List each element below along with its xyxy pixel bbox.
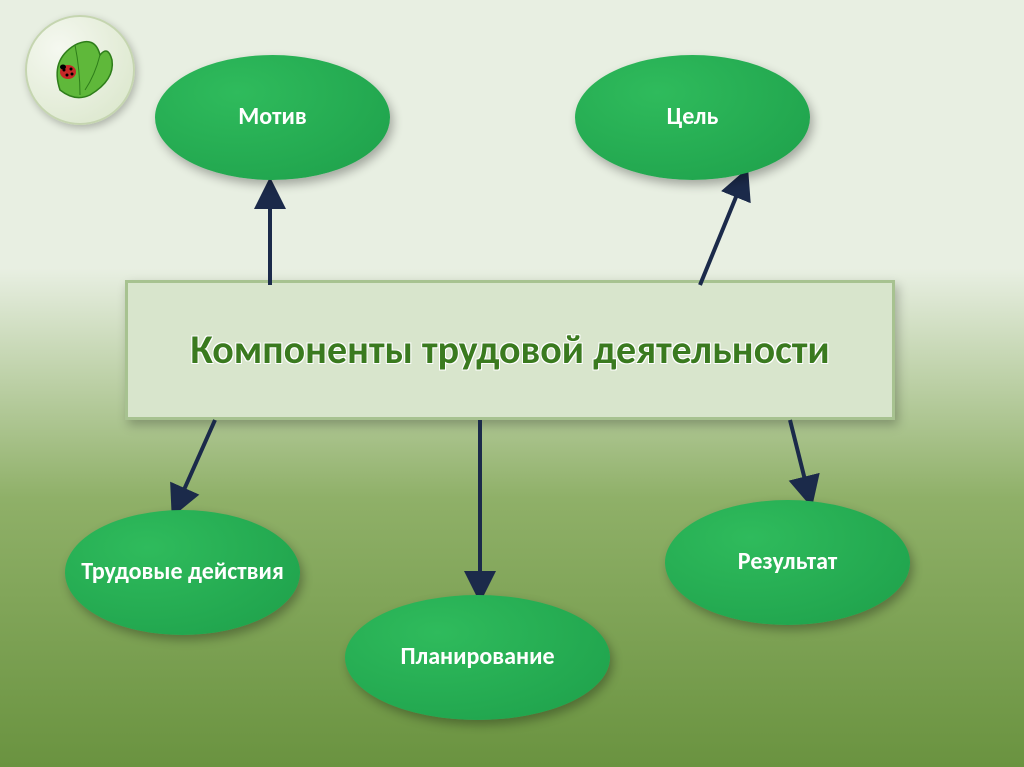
leaf-svg bbox=[40, 30, 120, 110]
node-motive: Мотив bbox=[155, 55, 390, 180]
center-title-box: Компоненты трудовой деятельности bbox=[125, 280, 895, 420]
node-result: Результат bbox=[665, 500, 910, 625]
node-goal: Цель bbox=[575, 55, 810, 180]
node-label: Планирование bbox=[400, 643, 554, 672]
node-label: Результат bbox=[738, 548, 837, 577]
arrow bbox=[175, 420, 215, 510]
arrow bbox=[790, 420, 810, 500]
center-title-text: Компоненты трудовой деятельности bbox=[190, 327, 829, 373]
leaf-ladybug-icon bbox=[25, 15, 135, 125]
arrow bbox=[700, 175, 745, 285]
node-label: Цель bbox=[667, 103, 719, 132]
node-actions: Трудовые действия bbox=[65, 510, 300, 635]
node-label: Трудовые действия bbox=[81, 558, 284, 587]
node-plan: Планирование bbox=[345, 595, 610, 720]
node-label: Мотив bbox=[238, 103, 306, 132]
